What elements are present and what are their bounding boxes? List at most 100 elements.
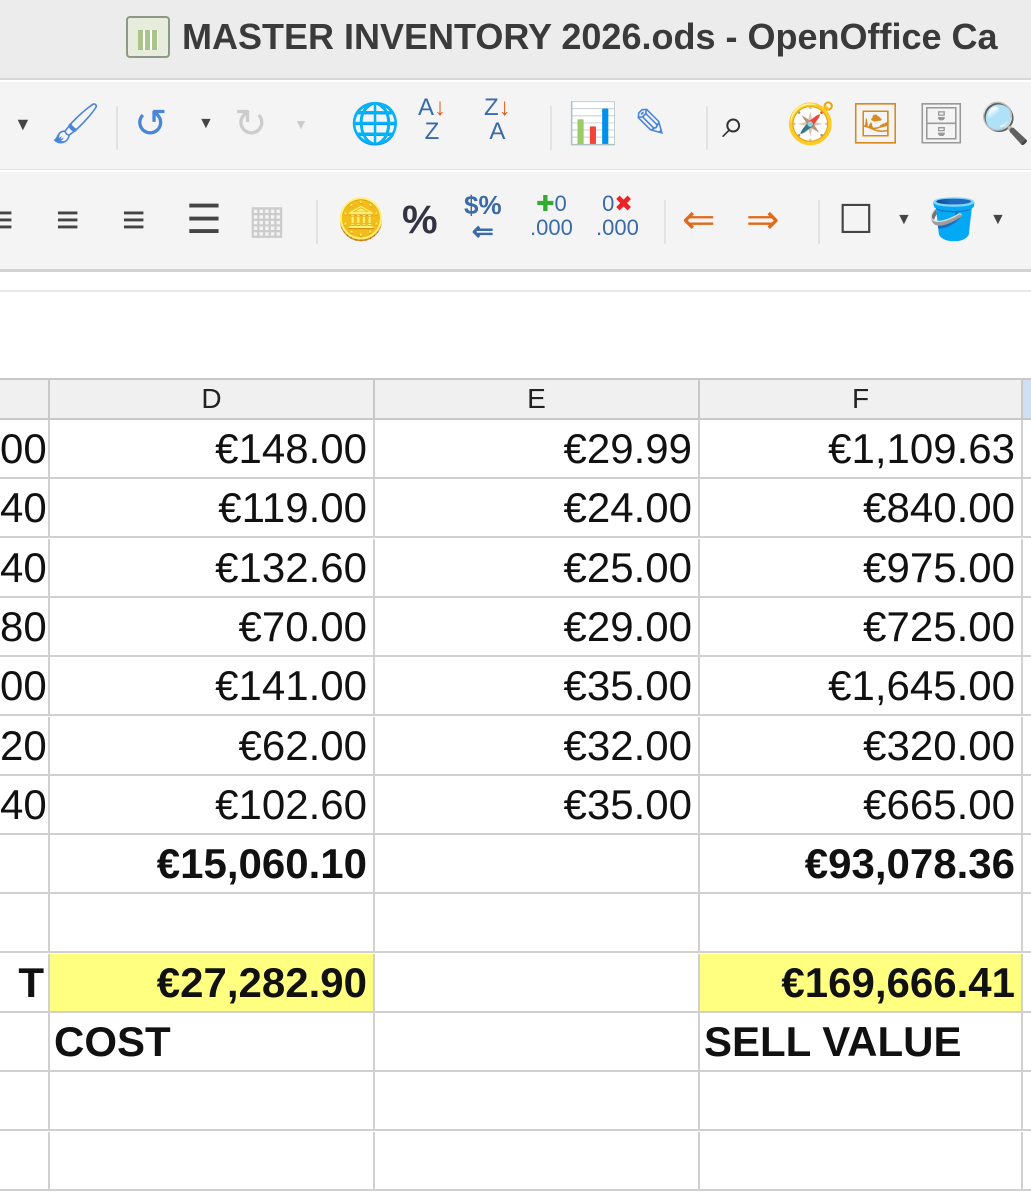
cell-g[interactable] — [1023, 954, 1031, 1013]
percent-format-icon[interactable]: % — [402, 198, 438, 242]
cell-d[interactable]: €70.00 — [50, 597, 375, 657]
redo-icon[interactable]: ↻ — [234, 102, 268, 146]
cell-g[interactable] — [1023, 1013, 1031, 1072]
zoom-icon[interactable]: 🔍 — [980, 102, 1030, 146]
cell-f[interactable]: €725.00 — [700, 597, 1023, 657]
column-header-e[interactable]: E — [375, 378, 700, 420]
cell-e[interactable]: €35.00 — [375, 657, 700, 717]
cell-g[interactable] — [1023, 1132, 1031, 1191]
cell-e[interactable]: €29.99 — [375, 420, 700, 479]
cell-g[interactable] — [1023, 420, 1031, 479]
hyperlink-icon[interactable]: 🌐 — [350, 102, 400, 146]
align-center-icon[interactable]: ≡ — [56, 198, 80, 242]
cell-e[interactable]: €25.00 — [375, 538, 700, 598]
align-right-icon[interactable]: ≡ — [122, 198, 146, 242]
cell-c[interactable]: 40 — [0, 538, 50, 598]
cell-g[interactable] — [1023, 894, 1031, 954]
cell-g[interactable] — [1023, 835, 1031, 895]
navigator-icon[interactable]: 🧭 — [786, 102, 836, 146]
cell-c[interactable]: 80 — [0, 597, 50, 657]
cell-f[interactable] — [700, 894, 1023, 954]
column-header-f[interactable]: F — [700, 378, 1023, 420]
cell-g[interactable] — [1023, 539, 1031, 598]
column-header-g[interactable] — [1023, 378, 1031, 420]
sort-descending-icon[interactable]: Z↓ A — [484, 94, 511, 145]
cell-g[interactable] — [1023, 776, 1031, 835]
cell-d[interactable]: €148.00 — [50, 420, 375, 479]
cell-d[interactable]: COST — [50, 1013, 375, 1072]
cell-d[interactable]: €15,060.10 — [50, 835, 375, 895]
borders-dropdown-icon[interactable]: ▼ — [896, 211, 912, 228]
cell-e[interactable]: €32.00 — [375, 716, 700, 776]
cell-d[interactable]: €132.60 — [50, 538, 375, 598]
cell-e[interactable] — [375, 1013, 700, 1072]
cell-e[interactable] — [375, 1072, 700, 1132]
cell-c[interactable] — [0, 1131, 50, 1191]
justify-icon[interactable]: ☰ — [186, 198, 222, 242]
cell-e[interactable]: €29.00 — [375, 597, 700, 657]
cell-f[interactable]: €93,078.36 — [700, 835, 1023, 895]
data-sources-icon[interactable]: 🗄 — [916, 102, 967, 146]
sort-ascending-icon[interactable]: A↓ Z — [418, 94, 447, 145]
cell-f[interactable]: €975.00 — [700, 538, 1023, 598]
cell-c[interactable]: 20 — [0, 716, 50, 776]
cell-g[interactable] — [1023, 717, 1031, 776]
show-draw-functions-icon[interactable]: ✎ — [634, 102, 668, 146]
cell-g[interactable] — [1023, 479, 1031, 539]
undo-dropdown-icon[interactable]: ▼ — [198, 115, 214, 132]
cell-e[interactable] — [375, 1131, 700, 1191]
undo-icon[interactable]: ↺ — [134, 102, 168, 146]
increase-indent-icon[interactable]: ⇒ — [746, 198, 780, 242]
cell-c[interactable]: 00 — [0, 420, 50, 479]
redo-dropdown-icon[interactable]: ▼ — [294, 116, 308, 132]
borders-icon[interactable]: ☐ — [838, 198, 874, 242]
cell-g[interactable] — [1023, 657, 1031, 717]
column-header-c[interactable] — [0, 378, 50, 420]
cell-c[interactable]: 00 — [0, 657, 50, 717]
delete-decimal-icon[interactable]: 0✖ .000 — [596, 191, 639, 240]
cell-d[interactable]: €62.00 — [50, 716, 375, 776]
cell-d[interactable]: €102.60 — [50, 775, 375, 835]
cell-e[interactable]: €24.00 — [375, 479, 700, 539]
align-left-icon[interactable]: ≡ — [0, 198, 14, 242]
cell-c[interactable] — [0, 1013, 50, 1072]
cell-c[interactable] — [0, 835, 50, 895]
cell-f[interactable] — [700, 1131, 1023, 1191]
cell-c[interactable] — [0, 894, 50, 954]
cell-f[interactable]: €840.00 — [700, 479, 1023, 539]
cell-f[interactable]: SELL VALUE — [700, 1013, 1023, 1072]
cell-d[interactable]: €27,282.90 — [50, 953, 375, 1013]
chart-icon[interactable]: 📊 — [568, 102, 618, 146]
background-color-icon[interactable]: 🪣 — [928, 198, 978, 242]
cell-g[interactable] — [1023, 598, 1031, 657]
standard-format-icon[interactable]: $% ⇐ — [464, 190, 502, 246]
cell-d[interactable] — [50, 1072, 375, 1132]
gallery-icon[interactable]: 🖼 — [850, 102, 901, 146]
cell-f[interactable]: €665.00 — [700, 775, 1023, 835]
cell-c[interactable]: 40 — [0, 775, 50, 835]
currency-format-icon[interactable]: 🪙 — [336, 198, 386, 242]
cell-e[interactable] — [375, 894, 700, 954]
decrease-indent-icon[interactable]: ⇐ — [682, 198, 716, 242]
column-header-d[interactable]: D — [50, 378, 375, 420]
cell-d[interactable] — [50, 894, 375, 954]
cell-c[interactable] — [0, 1072, 50, 1132]
cell-f[interactable] — [700, 1072, 1023, 1132]
dropdown-arrow-icon[interactable]: ▼ — [14, 114, 32, 134]
find-replace-icon[interactable]: ⌕ — [722, 102, 745, 146]
cell-f[interactable]: €169,666.41 — [700, 953, 1023, 1013]
cell-c[interactable]: T — [0, 953, 50, 1013]
cell-g[interactable] — [1023, 1072, 1031, 1132]
cell-e[interactable] — [375, 835, 700, 895]
add-decimal-icon[interactable]: ✚0.000 — [530, 191, 573, 240]
cell-f[interactable]: €1,109.63 — [700, 420, 1023, 479]
cell-f[interactable]: €320.00 — [700, 716, 1023, 776]
cell-e[interactable] — [375, 953, 700, 1013]
merge-cells-icon[interactable]: ▦ — [248, 198, 286, 242]
cell-f[interactable]: €1,645.00 — [700, 657, 1023, 717]
background-color-dropdown-icon[interactable]: ▼ — [990, 211, 1006, 228]
cell-e[interactable]: €35.00 — [375, 775, 700, 835]
cell-c[interactable]: 40 — [0, 479, 50, 539]
cell-d[interactable] — [50, 1131, 375, 1191]
cell-d[interactable]: €119.00 — [50, 479, 375, 539]
